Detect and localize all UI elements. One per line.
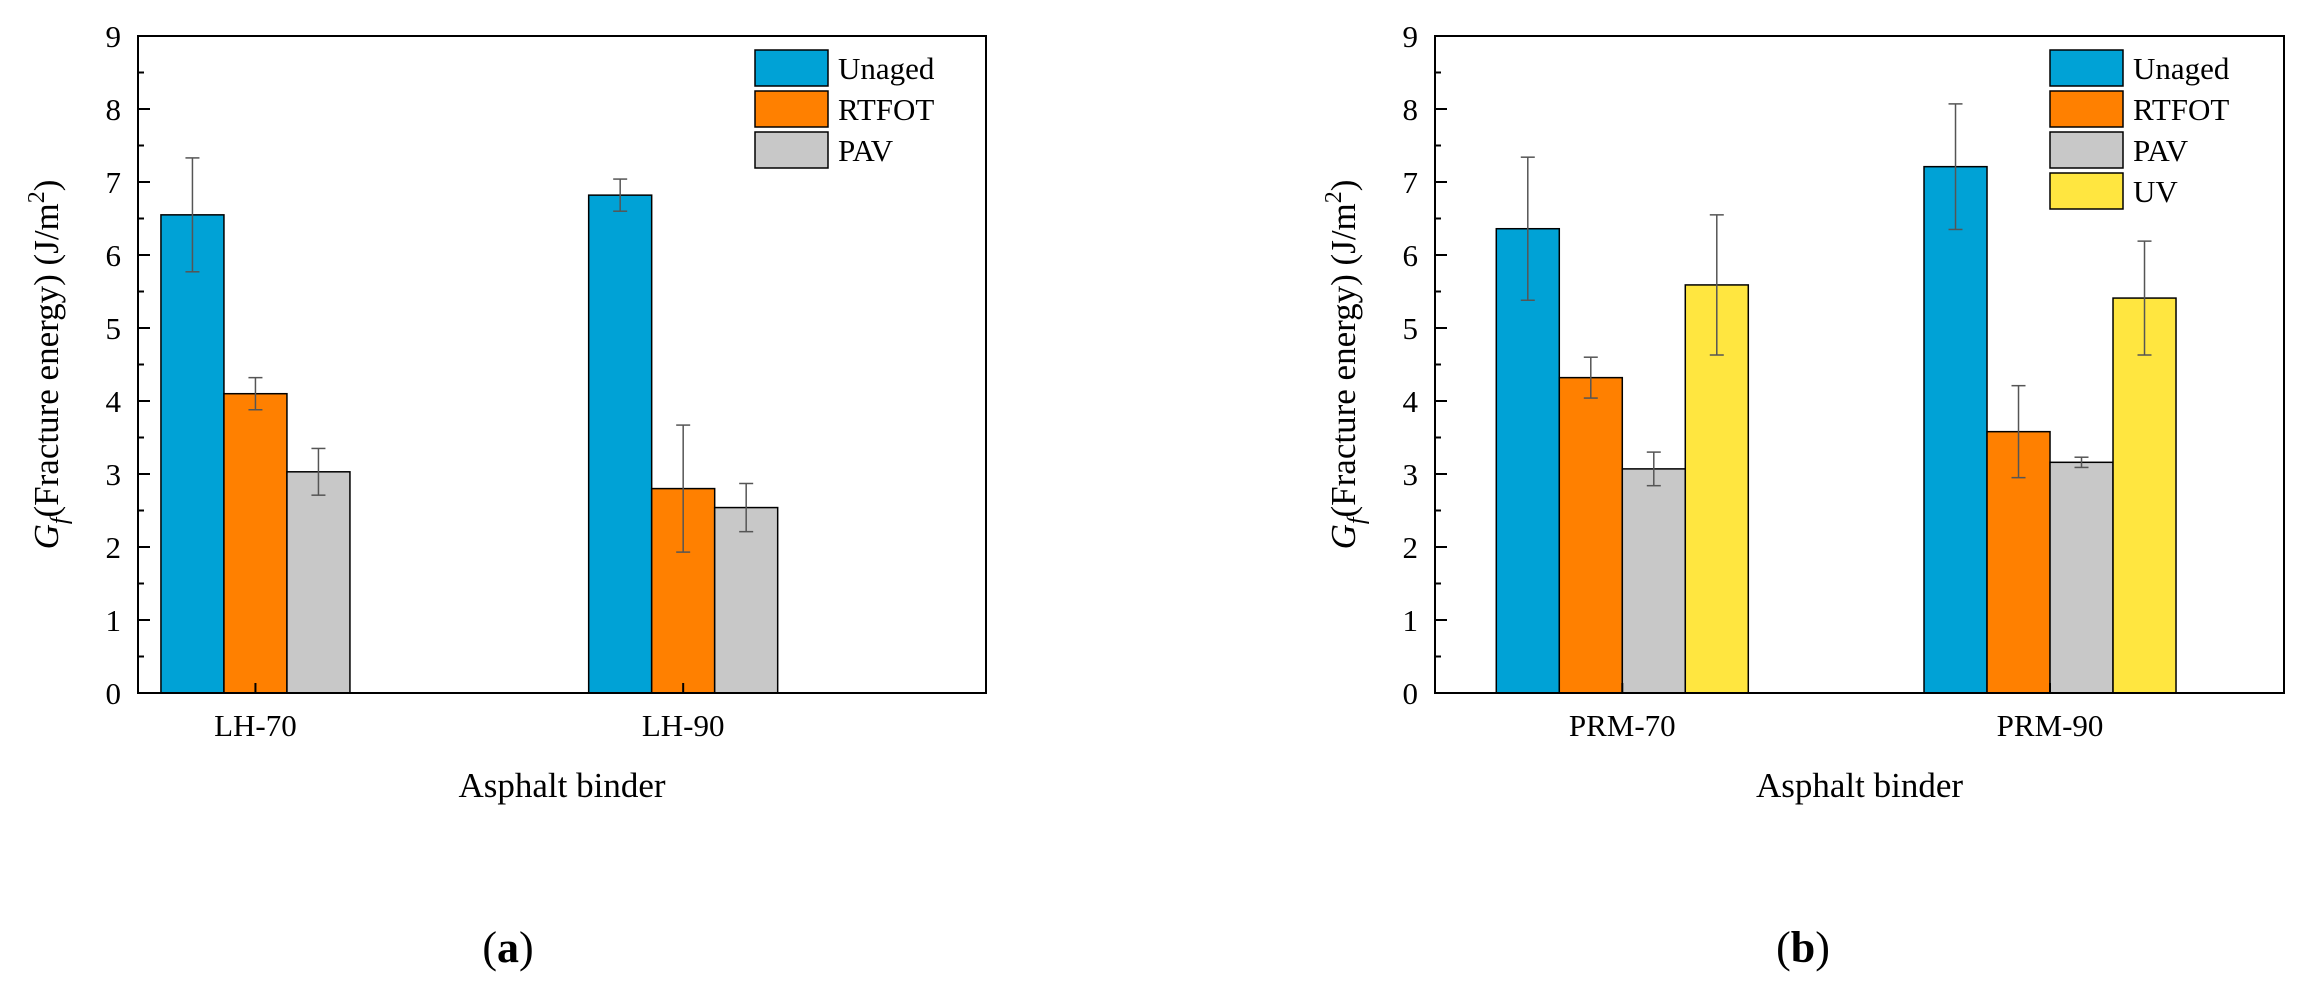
- bar-pav-prm-70: [1621, 468, 1687, 694]
- bar-unaged-prm-90: [1923, 165, 1988, 694]
- y-label-symbol: G: [1324, 524, 1363, 549]
- error-bar-rtfot-prm-90: [2011, 384, 2026, 479]
- y-label-close: ): [1324, 180, 1363, 192]
- legend-swatch: [2049, 49, 2124, 87]
- y-axis-label: Gf(Fracture energy) (J/m2): [24, 180, 73, 550]
- y-tick-label: 4: [1403, 384, 1419, 419]
- legend-swatch: [754, 49, 829, 87]
- legend-item-rtfot: RTFOT: [754, 90, 934, 128]
- error-bar-rtfot-lh-70: [248, 376, 263, 411]
- y-tick-label: 5: [1403, 311, 1419, 346]
- legend-label: Unaged: [2133, 51, 2230, 86]
- y-label-symbol: G: [27, 524, 66, 549]
- y-tick-label: 1: [1403, 603, 1419, 638]
- y-tick-label: 6: [106, 238, 122, 273]
- legend-item-pav: PAV: [2049, 131, 2189, 169]
- legend-label: RTFOT: [2133, 92, 2229, 127]
- error-bar-rtfot-prm-70: [1583, 356, 1598, 399]
- legend-item-unaged: Unaged: [2049, 49, 2230, 87]
- error-bar-unaged-prm-70: [1520, 156, 1535, 302]
- bar-pav-lh-70: [286, 471, 351, 694]
- legend-label: PAV: [2133, 133, 2189, 168]
- y-tick-label: 1: [106, 603, 122, 638]
- error-bar-pav-lh-70: [311, 447, 326, 496]
- y-tick-label: 0: [1403, 676, 1419, 711]
- bar-rtfot-prm-70: [1558, 376, 1624, 694]
- error-bar-uv-prm-70: [1709, 214, 1724, 356]
- y-tick-label: 3: [1403, 457, 1419, 492]
- y-label-superscript: 2: [1321, 191, 1347, 203]
- y-tick-label: 4: [106, 384, 122, 419]
- legend-item-uv: UV: [2049, 172, 2178, 210]
- x-tick-label: LH-70: [214, 708, 297, 743]
- legend-swatch: [2049, 172, 2124, 210]
- error-bar-pav-prm-70: [1646, 451, 1661, 487]
- y-tick-label: 6: [1403, 238, 1419, 273]
- y-tick-label: 8: [106, 92, 122, 127]
- y-tick-label: 9: [106, 19, 122, 54]
- bar-unaged-lh-90: [587, 194, 653, 694]
- legend-swatch: [2049, 131, 2124, 169]
- y-tick-label: 9: [1403, 19, 1419, 54]
- chart-b: PRM-70 PRM-90 0 1 2 3 4 5 6 7 8 9 Asphalt binder Gf(F…: [1321, 19, 2285, 805]
- error-bar-unaged-lh-90: [613, 178, 628, 212]
- bar-pav-prm-90: [2049, 461, 2114, 694]
- y-tick-label: 0: [106, 676, 122, 711]
- y-tick-label: 5: [106, 311, 122, 346]
- y-tick-label: 7: [106, 165, 122, 200]
- x-tick-label: LH-90: [642, 708, 725, 743]
- legend-item-unaged: Unaged: [754, 49, 935, 87]
- bar-unaged-lh-70: [160, 214, 225, 694]
- error-bar-unaged-lh-70: [185, 157, 200, 273]
- x-tick-label: PRM-70: [1569, 708, 1676, 743]
- legend-label: UV: [2133, 174, 2178, 209]
- y-tick-label: 2: [106, 530, 122, 565]
- y-tick-label: 2: [1403, 530, 1419, 565]
- bar-rtfot-lh-70: [223, 392, 288, 694]
- bar-unaged-prm-70: [1495, 227, 1561, 694]
- y-label-text: (Fracture energy) (J/m: [27, 203, 66, 517]
- y-axis-label: Gf(Fracture energy) (J/m2): [1321, 180, 1370, 550]
- x-tick-label: PRM-90: [1997, 708, 2104, 743]
- error-bar-rtfot-lh-90: [676, 424, 691, 553]
- error-bar-unaged-prm-90: [1948, 103, 1963, 231]
- legend-label: RTFOT: [838, 92, 934, 127]
- y-tick-label: 3: [106, 457, 122, 492]
- y-label-subscript: f: [47, 514, 73, 524]
- legend-item-pav: PAV: [754, 131, 894, 169]
- legend-swatch: [754, 90, 829, 128]
- legend-item-rtfot: RTFOT: [2049, 90, 2229, 128]
- legend-label: PAV: [838, 133, 894, 168]
- y-label-close: ): [27, 180, 66, 192]
- error-bar-pav-lh-90: [739, 482, 754, 533]
- legend-swatch: [2049, 90, 2124, 128]
- y-tick-label: 7: [1403, 165, 1419, 200]
- caption-b: (b): [1776, 923, 1830, 972]
- error-bar-uv-prm-90: [2137, 240, 2152, 356]
- legend-swatch: [754, 131, 829, 169]
- y-label-text: (Fracture energy) (J/m: [1324, 203, 1363, 517]
- x-axis-label: Asphalt binder: [1756, 766, 1963, 805]
- caption-a-letter: a: [497, 923, 519, 972]
- legend-label: Unaged: [838, 51, 935, 86]
- bar-pav-lh-90: [713, 506, 779, 694]
- error-bar-pav-prm-90: [2074, 456, 2089, 469]
- y-label-superscript: 2: [24, 191, 50, 203]
- bar-uv-prm-90: [2112, 297, 2177, 694]
- caption-a: (a): [482, 923, 534, 972]
- caption-b-letter: b: [1790, 923, 1816, 972]
- x-axis-label: Asphalt binder: [458, 766, 665, 805]
- chart-a: LH-70 LH-90 0 1 2 3 4 5 6 7 8 9 Asphalt binder Gf(Fra…: [24, 19, 987, 805]
- y-label-subscript: f: [1344, 514, 1370, 524]
- y-tick-label: 8: [1403, 92, 1419, 127]
